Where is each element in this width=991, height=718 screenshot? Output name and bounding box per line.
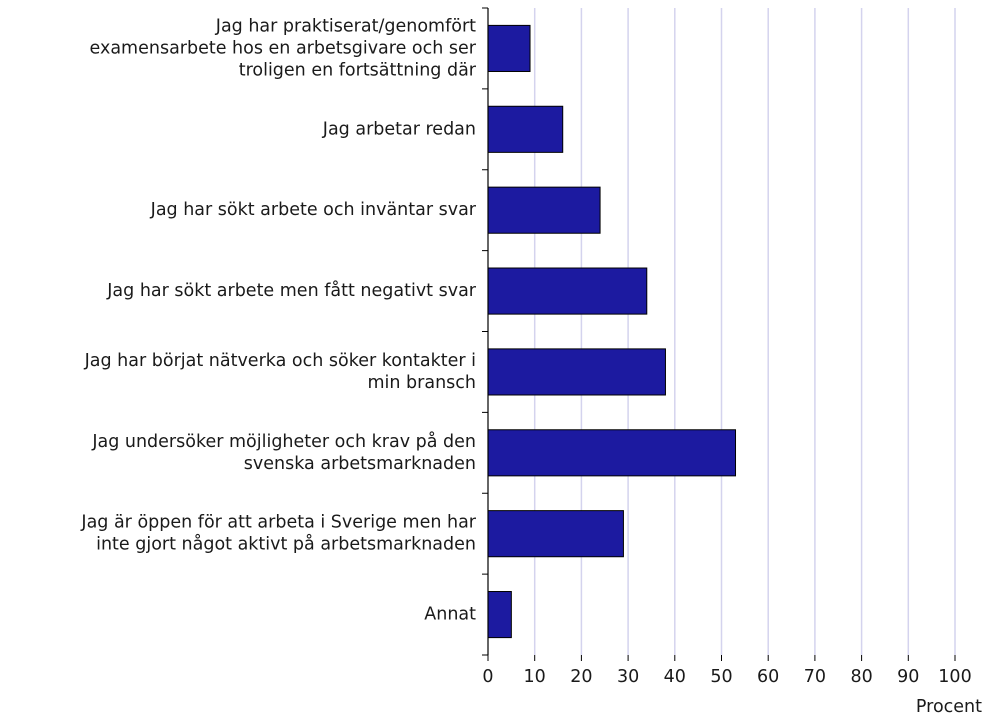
- y-tick-label: Jag är öppen för att arbeta i Sverige me…: [80, 513, 476, 555]
- bar: [487, 591, 512, 639]
- x-axis-label: Procent: [916, 697, 982, 717]
- y-tick-label: Jag har sökt arbete men fått negativt sv…: [106, 280, 477, 301]
- x-tick-label: 30: [617, 667, 639, 687]
- x-tick-label: 70: [804, 667, 826, 687]
- x-tick-label: 0: [482, 667, 493, 687]
- bar: [487, 105, 564, 153]
- y-tick-label: Jag arbetar redan: [322, 119, 476, 139]
- y-tick-label: Jag har praktiserat/genomfört examensarbe…: [90, 16, 477, 80]
- y-tick-label: Jag undersöker möjligheter och krav på d…: [91, 431, 476, 474]
- x-tick-label: 80: [850, 667, 872, 687]
- y-tick-label: Annat: [424, 605, 476, 625]
- bar: [487, 267, 648, 315]
- bar: [487, 510, 624, 558]
- y-tick-label: Jag har börjat nätverka och söker kontak…: [84, 351, 476, 393]
- y-tick-label: Jag har sökt arbete och inväntar svar: [150, 200, 477, 220]
- x-tick-label: 60: [757, 667, 779, 687]
- bar: [487, 348, 666, 396]
- x-tick-label: 20: [570, 667, 592, 687]
- x-tick-label: 10: [524, 667, 546, 687]
- x-tick-label: 100: [938, 667, 971, 687]
- x-tick-label: 90: [897, 667, 919, 687]
- bar: [487, 429, 737, 477]
- bar: [487, 186, 601, 234]
- bar: [487, 24, 531, 72]
- x-tick-label: 40: [664, 667, 686, 687]
- x-tick-label: 50: [710, 667, 732, 687]
